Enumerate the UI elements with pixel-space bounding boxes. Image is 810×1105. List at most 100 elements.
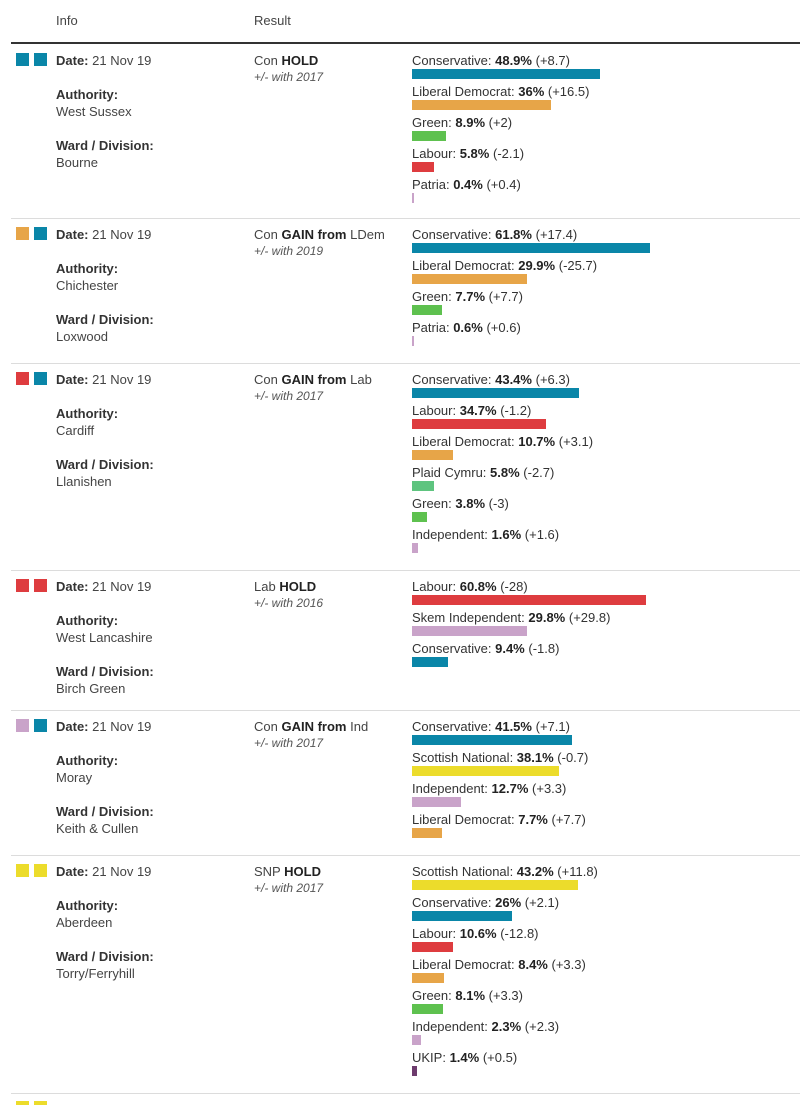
info-column-header: Info — [56, 13, 78, 28]
table-header: Info Result — [0, 0, 810, 42]
candidate-party: Independent — [412, 527, 485, 542]
date-line: Date: 21 Nov 19 — [56, 226, 154, 243]
candidate-change: (+0.5) — [482, 1050, 518, 1065]
election-info: Date: 21 Nov 19 Authority: West Lancashire… — [56, 578, 154, 697]
result-outcome: Con GAIN from Ind — [254, 718, 368, 735]
candidate-party: Liberal Democrat — [412, 258, 511, 273]
candidate-change: (+2) — [488, 115, 513, 130]
vote-share-bar — [412, 766, 559, 776]
ward-label: Ward / Division: — [56, 457, 154, 472]
candidate-line: Liberal Democrat: 36% (+16.5) — [412, 84, 590, 99]
date-label: Date: — [56, 227, 89, 242]
candidate-party: Liberal Democrat — [412, 957, 511, 972]
vote-share-bar — [412, 131, 446, 141]
candidate-share: 7.7% — [518, 812, 548, 827]
date-value: 21 Nov 19 — [92, 579, 152, 594]
candidate-result: Liberal Democrat: 29.9% (-25.7) — [412, 257, 792, 288]
candidate-change: (+0.4) — [486, 177, 521, 192]
candidate-line: Plaid Cymru: 5.8% (-2.7) — [412, 465, 555, 480]
candidate-result: Scottish National: 43.2% (+11.8) — [412, 863, 792, 894]
candidate-change: (+3.1) — [558, 434, 594, 449]
ward-value: Bourne — [56, 155, 98, 170]
table-row: Date: 21 Nov 19 Authority: Cardiff Ward / D… — [11, 363, 800, 571]
authority-label: Authority: — [56, 406, 119, 421]
result-column-header: Result — [254, 13, 291, 28]
swatch-previous-party — [16, 864, 29, 877]
election-info: Date: 21 Nov 19 Authority: West Sussex Ward… — [56, 52, 154, 171]
vote-share-bar — [412, 626, 527, 636]
candidate-share: 9.4% — [495, 641, 525, 656]
candidate-line: Skem Independent: 29.8% (+29.8) — [412, 610, 611, 625]
result-party: Con — [254, 719, 278, 734]
change-baseline: +/- with 2017 — [254, 736, 324, 750]
candidate-share: 0.4% — [453, 177, 483, 192]
candidate-change: (+17.4) — [535, 227, 578, 242]
candidate-line: Liberal Democrat: 29.9% (-25.7) — [412, 258, 598, 273]
result-outcome: Con GAIN from Lab — [254, 371, 372, 388]
candidate-change: (+16.5) — [547, 84, 590, 99]
ward-value: Keith & Cullen — [56, 821, 139, 836]
candidate-line: Conservative: 9.4% (-1.8) — [412, 641, 560, 656]
candidate-results: Conservative: 48.9% (+8.7) Liberal Democr… — [412, 52, 792, 207]
candidate-result: Liberal Democrat: 36% (+16.5) — [412, 83, 792, 114]
swatch-winning-party — [34, 864, 47, 877]
date-label: Date: — [56, 372, 89, 387]
candidate-party: Conservative — [412, 641, 488, 656]
candidate-line: Labour: 34.7% (-1.2) — [412, 403, 532, 418]
candidate-result: Conservative: 41.5% (+7.1) — [412, 718, 792, 749]
candidate-result: Skem Independent: 29.8% (+29.8) — [412, 609, 792, 640]
candidate-share: 60.8% — [459, 579, 497, 594]
candidate-result: Labour: 34.7% (-1.2) — [412, 402, 792, 433]
candidate-line: Labour: 10.6% (-12.8) — [412, 926, 539, 941]
swatch-winning-party — [34, 579, 47, 592]
candidate-party: Skem Independent — [412, 610, 522, 625]
candidate-party: Liberal Democrat — [412, 84, 511, 99]
swatch-previous-party — [16, 1101, 29, 1105]
spacer — [56, 388, 154, 405]
candidate-share: 12.7% — [491, 781, 529, 796]
candidate-result: Labour: 60.8% (-28) — [412, 578, 792, 609]
candidate-share: 29.8% — [528, 610, 566, 625]
ward-value: Llanishen — [56, 474, 112, 489]
candidate-change: (+29.8) — [568, 610, 611, 625]
candidate-line: Conservative: 26% (+2.1) — [412, 895, 560, 910]
result-status: HOLD — [279, 579, 317, 594]
candidate-share: 10.6% — [459, 926, 497, 941]
swatch-winning-party — [34, 372, 47, 385]
candidate-change: (-1.8) — [528, 641, 560, 656]
result-party: Con — [254, 372, 278, 387]
candidate-results: Conservative: 61.8% (+17.4) Liberal Democ… — [412, 226, 792, 350]
change-baseline: +/- with 2017 — [254, 389, 324, 403]
table-row: Date: 21 Nov 19 Authority: West Lancashire… — [11, 570, 800, 711]
candidate-result: Liberal Democrat: 10.7% (+3.1) — [412, 433, 792, 464]
vote-share-bar — [412, 450, 453, 460]
candidate-share: 43.2% — [516, 864, 554, 879]
spacer — [56, 786, 154, 803]
candidate-change: (+8.7) — [535, 53, 570, 68]
spacer — [56, 880, 154, 897]
table-row: Date: 21 Nov 19 Authority: Aberdeen Ward / … — [11, 855, 800, 1094]
candidate-share: 8.1% — [455, 988, 486, 1003]
candidate-change: (+7.7) — [551, 812, 586, 827]
ward-value: Torry/Ferryhill — [56, 966, 135, 981]
result-party: SNP — [254, 864, 281, 879]
candidate-party: Independent — [412, 781, 485, 796]
candidate-change: (+2.3) — [524, 1019, 560, 1034]
candidate-line: Conservative: 48.9% (+8.7) — [412, 53, 570, 68]
swatch-winning-party — [34, 1101, 47, 1105]
election-info: Date: 21 Nov 19 Authority: Chichester Ward … — [56, 226, 154, 345]
candidate-change: (+7.7) — [488, 289, 523, 304]
election-info: Date: 21 Nov 19 Authority: Aberdeen Ward / … — [56, 863, 154, 982]
candidate-line: Independent: 12.7% (+3.3) — [412, 781, 567, 796]
candidate-result: Green: 7.7% (+7.7) — [412, 288, 792, 319]
candidate-change: (+3.3) — [532, 781, 567, 796]
candidate-share: 48.9% — [495, 53, 532, 68]
candidate-result: Independent: 1.6% (+1.6) — [412, 526, 792, 557]
candidate-result: Independent: 2.3% (+2.3) — [412, 1018, 792, 1049]
ward-label: Ward / Division: — [56, 312, 154, 327]
date-label: Date: — [56, 53, 89, 68]
candidate-share: 41.5% — [495, 719, 532, 734]
result-outcome: Con HOLD — [254, 52, 323, 69]
candidate-result: Labour: 10.6% (-12.8) — [412, 925, 792, 956]
candidate-line: Green: 3.8% (-3) — [412, 496, 509, 511]
